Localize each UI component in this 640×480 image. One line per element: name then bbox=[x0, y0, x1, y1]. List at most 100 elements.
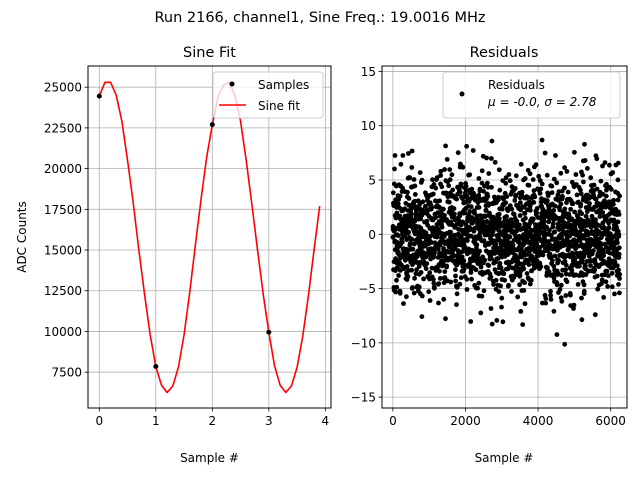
residual-point bbox=[429, 265, 435, 271]
residual-point bbox=[563, 262, 569, 268]
residual-point bbox=[603, 204, 609, 210]
residual-point bbox=[486, 263, 492, 268]
residual-point bbox=[578, 187, 583, 193]
residual-point bbox=[406, 196, 412, 201]
sample-point bbox=[96, 93, 102, 99]
residual-point bbox=[612, 259, 618, 265]
residual-point bbox=[409, 267, 414, 273]
sine-fit-ytick-label: 20000 bbox=[44, 162, 82, 176]
residual-point bbox=[483, 213, 489, 219]
sample-point bbox=[153, 363, 159, 369]
residual-point bbox=[560, 194, 565, 200]
residual-point bbox=[468, 319, 474, 324]
legend-residuals-marker bbox=[459, 91, 465, 97]
residual-point bbox=[458, 181, 464, 187]
residual-point bbox=[485, 194, 491, 199]
residual-point bbox=[579, 295, 584, 301]
residual-point bbox=[552, 253, 558, 259]
residual-point bbox=[465, 238, 470, 244]
residual-point bbox=[579, 211, 585, 217]
residual-point bbox=[517, 273, 523, 279]
residual-point bbox=[527, 281, 533, 287]
residual-point bbox=[615, 197, 621, 203]
residual-point bbox=[532, 194, 538, 200]
residual-point bbox=[524, 271, 530, 276]
residual-point bbox=[528, 277, 534, 283]
residual-point bbox=[544, 224, 549, 230]
residual-point bbox=[577, 263, 582, 269]
residual-point bbox=[533, 162, 539, 168]
residual-point bbox=[600, 210, 606, 215]
residual-point bbox=[559, 298, 565, 304]
residual-point bbox=[431, 182, 437, 187]
residual-point bbox=[543, 300, 549, 306]
residual-point bbox=[394, 277, 399, 283]
residual-point bbox=[444, 263, 450, 269]
residual-point bbox=[440, 260, 446, 266]
residual-point bbox=[506, 172, 512, 177]
residual-point bbox=[604, 268, 610, 274]
residual-point bbox=[524, 252, 530, 257]
residual-point bbox=[468, 204, 474, 210]
legend-samples-marker bbox=[229, 81, 235, 87]
residual-points bbox=[390, 137, 623, 347]
residual-point bbox=[614, 263, 620, 268]
residual-point bbox=[617, 193, 622, 199]
residual-point bbox=[390, 190, 396, 196]
residual-point bbox=[405, 274, 411, 279]
residual-point bbox=[489, 156, 494, 161]
residuals-frame bbox=[381, 65, 628, 409]
residual-point bbox=[455, 249, 461, 254]
residual-point bbox=[442, 167, 447, 172]
residual-point bbox=[549, 190, 555, 196]
residual-point bbox=[476, 176, 482, 181]
residual-point bbox=[409, 211, 414, 217]
residual-point bbox=[452, 211, 457, 217]
residual-point bbox=[542, 150, 548, 156]
residual-point bbox=[581, 179, 586, 185]
residual-point bbox=[581, 282, 587, 288]
residuals-ytick-label: 15 bbox=[361, 65, 376, 79]
sine-fit-curve bbox=[98, 81, 321, 394]
residual-point bbox=[553, 153, 558, 158]
legend-residuals-label: Residuals bbox=[488, 78, 545, 92]
residual-point bbox=[404, 246, 409, 252]
residual-point bbox=[534, 241, 540, 247]
residual-point bbox=[418, 216, 424, 222]
residual-point bbox=[486, 171, 492, 176]
residual-point bbox=[587, 201, 592, 206]
residuals-title: Residuals bbox=[470, 45, 539, 61]
residual-point bbox=[550, 258, 555, 263]
residual-point bbox=[539, 181, 545, 187]
residual-point bbox=[601, 295, 607, 300]
residual-point bbox=[464, 276, 470, 282]
residual-point bbox=[580, 172, 585, 178]
residual-point bbox=[434, 175, 440, 181]
residual-point bbox=[438, 173, 443, 178]
residual-point bbox=[550, 221, 556, 227]
residual-point bbox=[597, 229, 602, 235]
residual-point bbox=[551, 275, 557, 281]
residual-point bbox=[605, 284, 610, 289]
residual-point bbox=[572, 256, 578, 261]
residual-point bbox=[526, 182, 532, 188]
residual-point bbox=[546, 191, 551, 197]
residual-point bbox=[551, 263, 557, 269]
residual-point bbox=[485, 180, 490, 186]
residual-point bbox=[498, 265, 504, 271]
residual-point bbox=[611, 201, 616, 207]
residual-point bbox=[401, 301, 406, 306]
residual-point bbox=[534, 210, 540, 216]
residual-point bbox=[563, 271, 569, 277]
residual-point bbox=[476, 280, 482, 286]
residual-point bbox=[392, 166, 397, 172]
residual-point bbox=[441, 206, 446, 212]
residual-point bbox=[416, 284, 422, 290]
residual-point bbox=[616, 212, 622, 217]
residual-point bbox=[581, 253, 587, 259]
residual-point bbox=[518, 161, 524, 167]
residual-point bbox=[409, 148, 415, 154]
residual-point bbox=[512, 186, 518, 191]
sine-fit-axes: Sine Fit 0 1 2 3 4 7500 10000 12500 15000 17500 20… bbox=[15, 45, 332, 465]
residual-point bbox=[446, 199, 452, 205]
